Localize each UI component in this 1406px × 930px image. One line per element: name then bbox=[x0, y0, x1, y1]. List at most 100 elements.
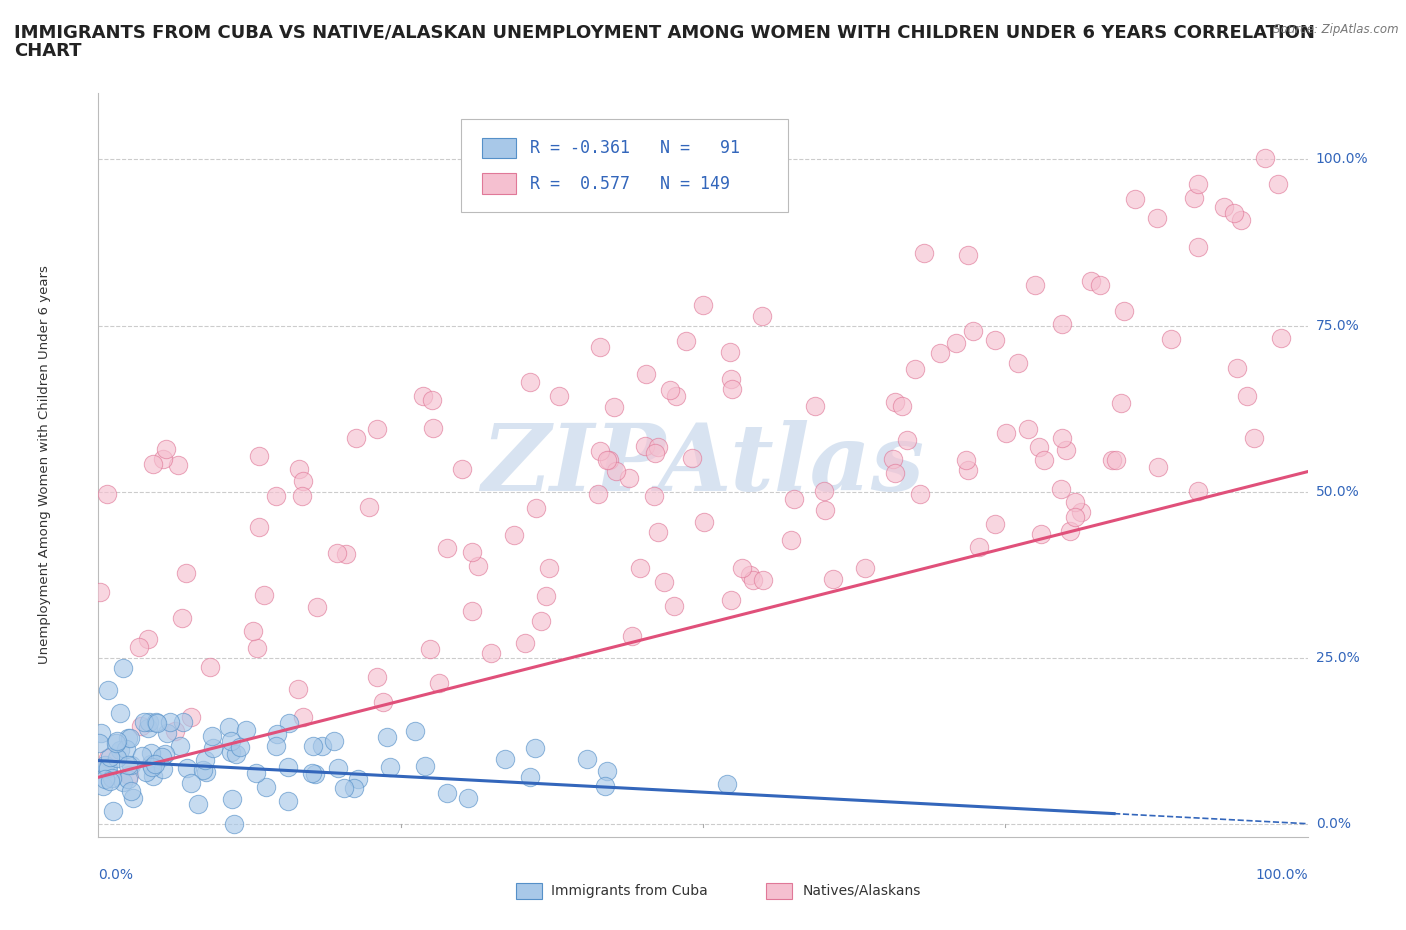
Point bbox=[380, 760, 402, 775]
Point bbox=[957, 463, 980, 478]
Point bbox=[120, 730, 142, 745]
Point bbox=[138, 715, 160, 730]
Point bbox=[1070, 505, 1092, 520]
Point bbox=[548, 389, 571, 404]
Point bbox=[519, 769, 541, 784]
Point bbox=[823, 572, 845, 587]
Point bbox=[1223, 206, 1246, 220]
Point bbox=[117, 758, 139, 773]
Point bbox=[1050, 481, 1073, 496]
FancyBboxPatch shape bbox=[482, 138, 516, 158]
Point bbox=[804, 399, 827, 414]
Point bbox=[120, 758, 142, 773]
Point bbox=[1088, 278, 1111, 293]
Point bbox=[720, 371, 742, 386]
Point bbox=[292, 710, 315, 724]
Point bbox=[908, 487, 931, 502]
Point bbox=[225, 747, 247, 762]
Point bbox=[117, 772, 139, 787]
FancyBboxPatch shape bbox=[461, 119, 787, 212]
Point bbox=[716, 777, 738, 791]
Point bbox=[167, 458, 190, 472]
Text: ZIPAtlas: ZIPAtlas bbox=[481, 420, 925, 510]
Point bbox=[457, 790, 479, 805]
Point bbox=[138, 721, 160, 736]
Point bbox=[422, 420, 444, 435]
Point bbox=[1267, 177, 1289, 192]
Point bbox=[135, 764, 157, 779]
Point bbox=[1187, 239, 1209, 254]
Point bbox=[1109, 396, 1132, 411]
Point bbox=[1033, 453, 1056, 468]
Point bbox=[1050, 316, 1073, 331]
Point bbox=[738, 567, 761, 582]
Point bbox=[896, 432, 918, 447]
Point bbox=[675, 334, 697, 349]
Point bbox=[813, 484, 835, 498]
Point bbox=[375, 730, 398, 745]
Point bbox=[335, 547, 357, 562]
Point bbox=[371, 695, 394, 710]
Text: 100.0%: 100.0% bbox=[1256, 868, 1308, 882]
Point bbox=[1064, 495, 1087, 510]
Point bbox=[359, 499, 381, 514]
Point bbox=[813, 502, 835, 517]
Text: IMMIGRANTS FROM CUBA VS NATIVE/ALASKAN UNEMPLOYMENT AMONG WOMEN WITH CHILDREN UN: IMMIGRANTS FROM CUBA VS NATIVE/ALASKAN U… bbox=[14, 23, 1315, 41]
Point bbox=[994, 425, 1017, 440]
Point bbox=[219, 745, 242, 760]
Point bbox=[122, 790, 145, 805]
Point bbox=[128, 639, 150, 654]
Point bbox=[420, 393, 443, 408]
Point bbox=[145, 714, 167, 729]
Point bbox=[343, 780, 366, 795]
Point bbox=[617, 471, 640, 485]
Point bbox=[1028, 440, 1050, 455]
Point bbox=[305, 600, 328, 615]
Point bbox=[530, 614, 553, 629]
Point bbox=[187, 797, 209, 812]
FancyBboxPatch shape bbox=[482, 173, 516, 194]
Point bbox=[751, 309, 773, 324]
Text: 50.0%: 50.0% bbox=[1316, 485, 1360, 498]
Point bbox=[461, 604, 484, 618]
Point bbox=[502, 527, 524, 542]
Point bbox=[598, 453, 620, 468]
Point bbox=[110, 742, 132, 757]
Point bbox=[159, 714, 181, 729]
Point bbox=[131, 719, 153, 734]
Point bbox=[105, 734, 128, 749]
Point bbox=[346, 431, 368, 445]
Point bbox=[412, 388, 434, 403]
Point bbox=[266, 488, 288, 503]
Point bbox=[247, 448, 270, 463]
Point bbox=[139, 757, 162, 772]
Point bbox=[180, 776, 202, 790]
Point bbox=[117, 767, 139, 782]
Point bbox=[201, 728, 224, 743]
Point bbox=[945, 336, 967, 351]
Point bbox=[537, 560, 560, 575]
Point bbox=[1050, 431, 1073, 445]
Text: Unemployment Among Women with Children Under 6 years: Unemployment Among Women with Children U… bbox=[38, 266, 51, 664]
Point bbox=[328, 761, 350, 776]
Point bbox=[114, 741, 136, 756]
Point bbox=[193, 763, 215, 777]
Point bbox=[1054, 443, 1077, 458]
Point bbox=[301, 766, 323, 781]
Point bbox=[643, 488, 665, 503]
Point bbox=[346, 771, 368, 786]
Point bbox=[332, 781, 354, 796]
Point bbox=[450, 462, 472, 477]
Point bbox=[176, 761, 198, 776]
Point bbox=[202, 740, 225, 755]
Point bbox=[652, 574, 675, 589]
Point bbox=[1105, 453, 1128, 468]
Point bbox=[139, 746, 162, 761]
Point bbox=[366, 421, 388, 436]
Point bbox=[235, 723, 257, 737]
Point bbox=[195, 764, 218, 779]
Text: 0.0%: 0.0% bbox=[1316, 817, 1351, 830]
Point bbox=[112, 661, 135, 676]
Point bbox=[89, 584, 111, 599]
Point bbox=[98, 774, 121, 789]
